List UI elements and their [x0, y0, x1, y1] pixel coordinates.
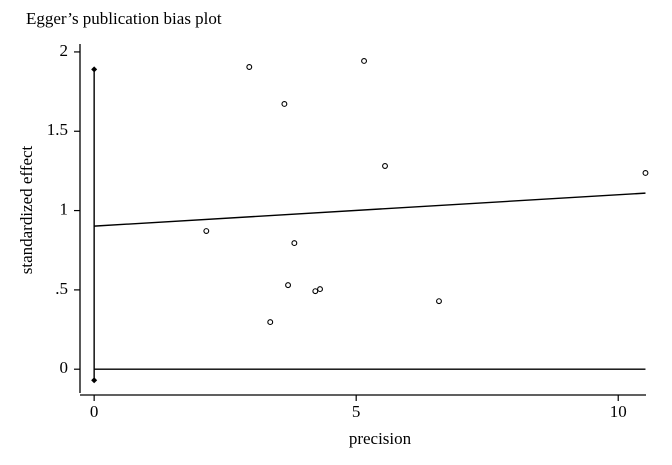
data-point	[312, 288, 319, 295]
y-tick-label: 1	[60, 199, 69, 218]
chart-title: Egger’s publication bias plot	[26, 9, 222, 28]
data-point	[246, 64, 253, 70]
data-point	[382, 163, 388, 169]
y-tick-label: .5	[55, 279, 68, 298]
x-tick-label: 10	[610, 402, 627, 421]
y-tick-label: 2	[60, 41, 69, 60]
y-axis-label: standardized effect	[17, 145, 36, 274]
y-tick-label: 0	[60, 358, 69, 377]
interval-end	[91, 66, 98, 73]
data-point	[291, 240, 298, 247]
interval-end	[91, 377, 98, 384]
data-point	[203, 228, 210, 234]
data-point	[281, 101, 288, 107]
y-tick-label: 1.5	[47, 120, 68, 139]
data-point	[642, 170, 649, 176]
x-tick-label: 5	[352, 402, 361, 421]
data-point	[267, 319, 274, 326]
x-tick-label: 0	[90, 402, 99, 421]
data-point	[361, 58, 367, 64]
data-point	[317, 286, 323, 293]
data-point	[436, 298, 442, 305]
x-axis-label: precision	[349, 429, 412, 448]
regression-line	[94, 192, 646, 227]
data-point	[285, 282, 292, 289]
